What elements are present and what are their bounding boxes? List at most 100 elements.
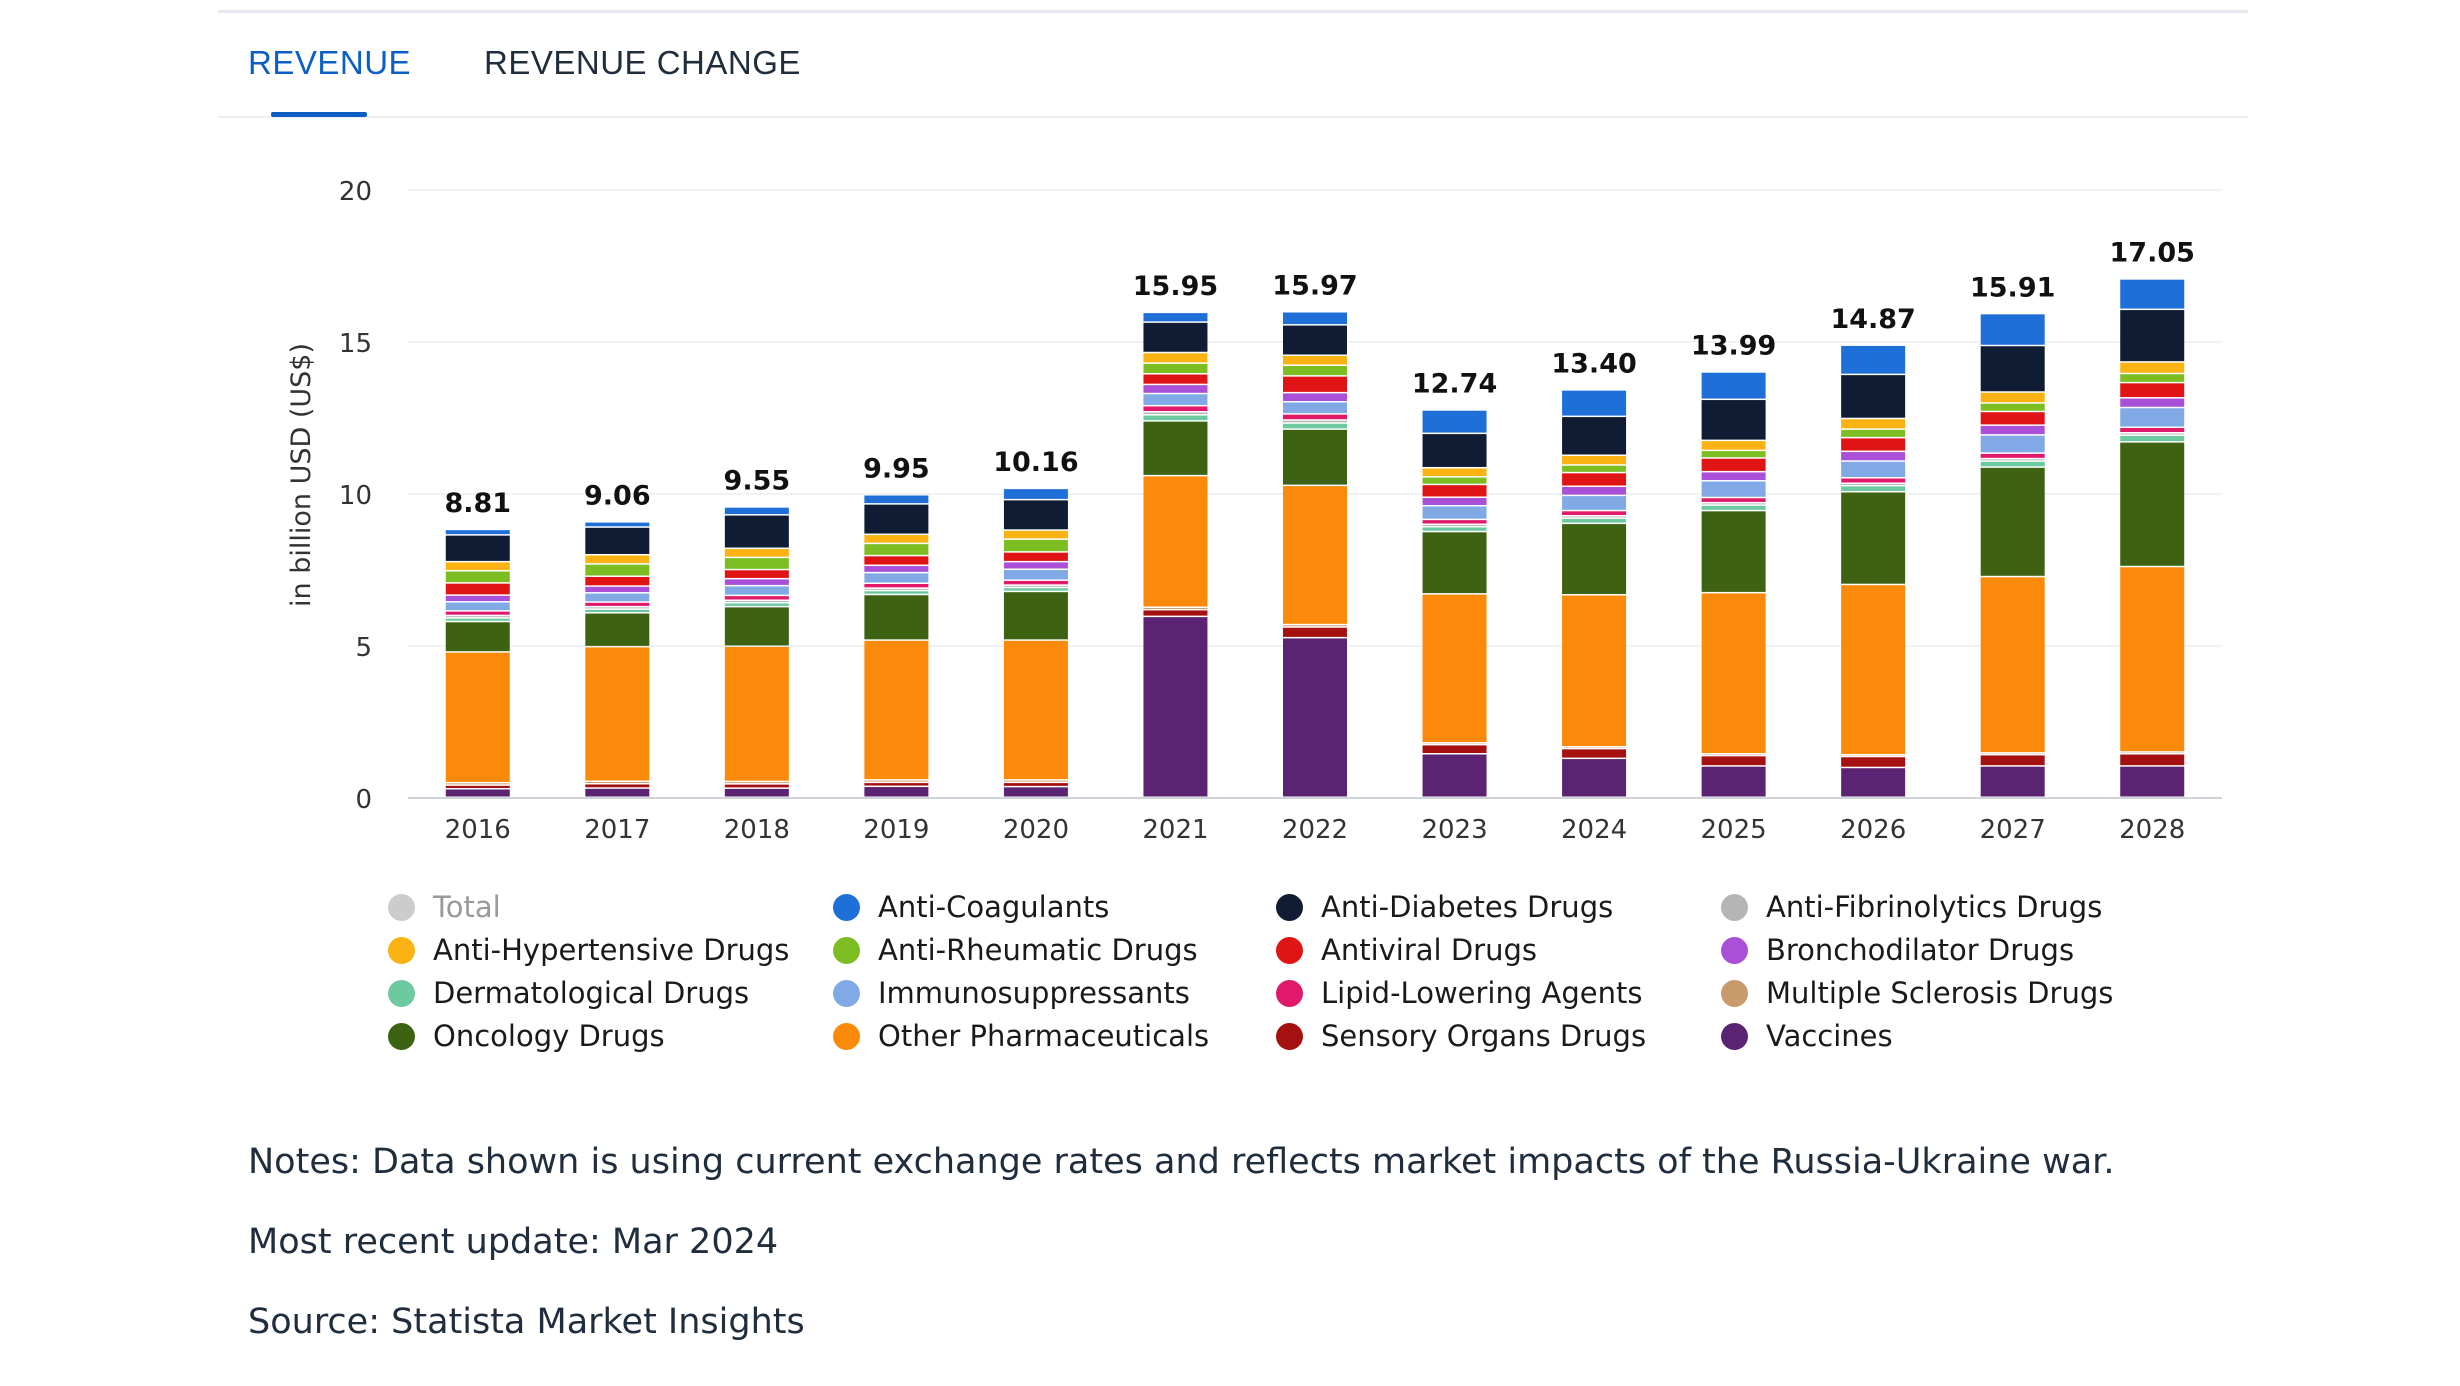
bar-segment[interactable] xyxy=(864,535,929,543)
legend-item[interactable]: Anti-Diabetes Drugs xyxy=(1276,890,1613,924)
bar-segment[interactable] xyxy=(1283,312,1347,325)
bar-segment[interactable] xyxy=(864,640,929,780)
legend-item[interactable]: Other Pharmaceuticals xyxy=(833,1019,1209,1053)
bar-segment[interactable] xyxy=(864,573,929,583)
bar-segment[interactable] xyxy=(1562,487,1627,495)
bar-segment[interactable] xyxy=(1422,532,1487,594)
bar-segment[interactable] xyxy=(1701,593,1766,754)
bar-segment[interactable] xyxy=(1283,638,1347,797)
bar-segment[interactable] xyxy=(864,595,929,640)
bar-segment[interactable] xyxy=(1283,355,1347,365)
bar-segment[interactable] xyxy=(1701,505,1766,510)
bar-segment[interactable] xyxy=(2120,398,2185,407)
bar-segment[interactable] xyxy=(1701,441,1766,450)
bar-segment[interactable] xyxy=(1562,465,1627,472)
bar-segment[interactable] xyxy=(2120,442,2185,566)
bar-segment[interactable] xyxy=(724,788,789,797)
bar-segment[interactable] xyxy=(1980,453,2045,458)
bar-segment[interactable] xyxy=(1422,527,1487,531)
bar-segment[interactable] xyxy=(1143,406,1208,412)
bar-segment[interactable] xyxy=(1003,539,1068,552)
bar-segment[interactable] xyxy=(1841,492,1906,584)
bar-segment[interactable] xyxy=(445,622,510,652)
bar-segment[interactable] xyxy=(1422,410,1487,433)
bar-segment[interactable] xyxy=(1841,757,1906,767)
bar-segment[interactable] xyxy=(1422,594,1487,743)
bar-segment[interactable] xyxy=(1283,486,1347,624)
bar-segment[interactable] xyxy=(1422,525,1487,526)
bar-segment[interactable] xyxy=(724,549,789,557)
bar-segment[interactable] xyxy=(2120,279,2185,309)
bar-segment[interactable] xyxy=(1283,420,1347,423)
bar-segment[interactable] xyxy=(724,579,789,585)
bar-segment[interactable] xyxy=(585,586,650,593)
bar-segment[interactable] xyxy=(2120,374,2185,382)
bar-segment[interactable] xyxy=(724,558,789,569)
bar-segment[interactable] xyxy=(585,522,650,527)
bar-segment[interactable] xyxy=(2120,383,2185,398)
legend-item[interactable]: Total xyxy=(388,890,501,924)
bar-segment[interactable] xyxy=(1980,403,2045,411)
bar-segment[interactable] xyxy=(1562,759,1627,797)
bar-segment[interactable] xyxy=(1143,617,1208,797)
bar-segment[interactable] xyxy=(1283,414,1347,420)
bar-segment[interactable] xyxy=(2120,435,2185,442)
bar-segment[interactable] xyxy=(1283,366,1347,376)
bar-segment[interactable] xyxy=(1701,472,1766,481)
bar-segment[interactable] xyxy=(1562,390,1627,416)
bar-segment[interactable] xyxy=(864,495,929,504)
bar-segment[interactable] xyxy=(2120,362,2185,373)
bar-segment[interactable] xyxy=(445,618,510,621)
bar-segment[interactable] xyxy=(1003,500,1068,530)
bar-segment[interactable] xyxy=(1143,374,1208,384)
bar-segment[interactable] xyxy=(1841,461,1906,477)
bar-segment[interactable] xyxy=(2120,766,2185,797)
bar-segment[interactable] xyxy=(445,571,510,583)
bar-segment[interactable] xyxy=(1841,452,1906,461)
bar-segment[interactable] xyxy=(1003,588,1068,591)
bar-segment[interactable] xyxy=(585,564,650,576)
bar-segment[interactable] xyxy=(1980,755,2045,766)
bar-segment[interactable] xyxy=(1701,400,1766,440)
bar-segment[interactable] xyxy=(1701,498,1766,502)
bar-segment[interactable] xyxy=(1841,375,1906,418)
bar-segment[interactable] xyxy=(1980,346,2045,392)
bar-segment[interactable] xyxy=(724,784,789,788)
bar-segment[interactable] xyxy=(585,607,650,609)
bar-segment[interactable] xyxy=(724,607,789,646)
bar-segment[interactable] xyxy=(1841,585,1906,754)
bar-segment[interactable] xyxy=(445,602,510,611)
bar-segment[interactable] xyxy=(1422,485,1487,497)
bar-segment[interactable] xyxy=(1003,562,1068,569)
bar-segment[interactable] xyxy=(1003,585,1068,587)
bar-segment[interactable] xyxy=(1980,766,2045,797)
bar-segment[interactable] xyxy=(2120,310,2185,362)
bar-segment[interactable] xyxy=(724,570,789,578)
bar-segment[interactable] xyxy=(2120,433,2185,435)
legend-item[interactable]: Anti-Rheumatic Drugs xyxy=(833,933,1198,967)
bar-segment[interactable] xyxy=(585,613,650,646)
bar-segment[interactable] xyxy=(1701,503,1766,505)
bar-segment[interactable] xyxy=(1562,417,1627,455)
bar-segment[interactable] xyxy=(1562,518,1627,523)
bar-segment[interactable] xyxy=(1143,608,1208,609)
bar-segment[interactable] xyxy=(864,588,929,590)
bar-segment[interactable] xyxy=(445,595,510,602)
bar-segment[interactable] xyxy=(2120,567,2185,752)
bar-segment[interactable] xyxy=(1562,473,1627,486)
bar-segment[interactable] xyxy=(1980,461,2045,467)
bar-segment[interactable] xyxy=(1422,754,1487,797)
bar-segment[interactable] xyxy=(1422,497,1487,505)
bar-segment[interactable] xyxy=(1562,749,1627,758)
bar-segment[interactable] xyxy=(1562,511,1627,515)
bar-segment[interactable] xyxy=(724,596,789,600)
bar-segment[interactable] xyxy=(864,783,929,786)
bar-segment[interactable] xyxy=(1980,577,2045,753)
bar-segment[interactable] xyxy=(585,609,650,613)
tab-revenue[interactable]: REVENUE xyxy=(248,44,412,81)
legend-item[interactable]: Bronchodilator Drugs xyxy=(1721,933,2074,967)
bar-segment[interactable] xyxy=(1003,489,1068,499)
bar-segment[interactable] xyxy=(1841,419,1906,429)
bar-segment[interactable] xyxy=(2120,428,2185,433)
bar-segment[interactable] xyxy=(585,576,650,586)
